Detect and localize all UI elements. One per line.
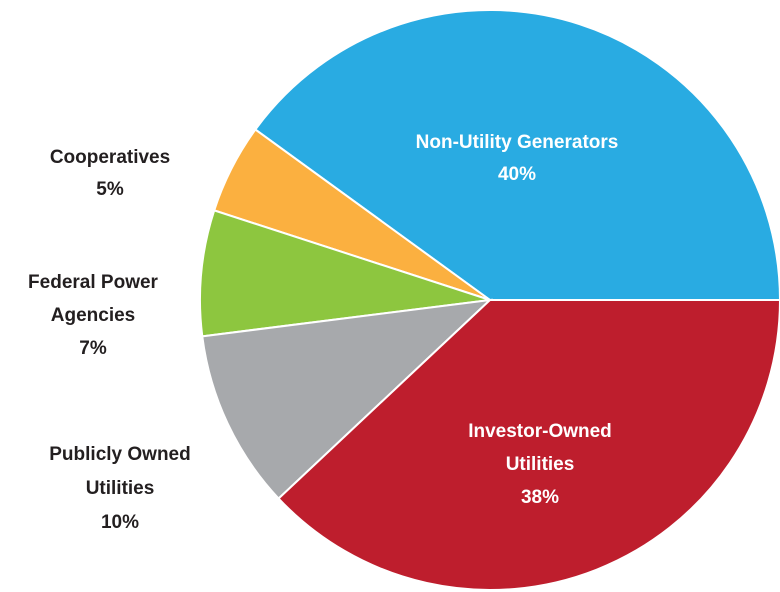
slice-value-label: 40% bbox=[498, 164, 536, 185]
slice-value-label: 7% bbox=[79, 338, 107, 359]
pie-slice bbox=[277, 299, 780, 591]
label-line: Federal Power bbox=[28, 272, 158, 293]
slice-label: Investor-Owned Utilities bbox=[468, 421, 612, 475]
label-line: Agencies bbox=[51, 305, 135, 326]
label-line: Investor-Owned bbox=[468, 421, 612, 442]
pie-slice bbox=[201, 298, 493, 500]
slice-label: Cooperatives bbox=[50, 147, 170, 168]
label-line: Utilities bbox=[506, 454, 575, 475]
pie-slice bbox=[199, 209, 491, 338]
slice-label: Publicly Owned Utilities bbox=[49, 444, 190, 499]
pie-slice bbox=[253, 9, 780, 301]
label-line: Utilities bbox=[86, 478, 155, 499]
slice-label: Federal Power Agencies bbox=[28, 272, 158, 326]
label-line: Cooperatives bbox=[50, 147, 170, 168]
slice-value-label: 10% bbox=[101, 512, 139, 533]
label-line: Non-Utility Generators bbox=[416, 132, 619, 153]
slice-value-label: 38% bbox=[521, 487, 559, 508]
slice-label: Non-Utility Generators bbox=[416, 132, 619, 153]
label-line: Publicly Owned bbox=[49, 444, 190, 465]
slice-value-label: 5% bbox=[96, 179, 124, 200]
